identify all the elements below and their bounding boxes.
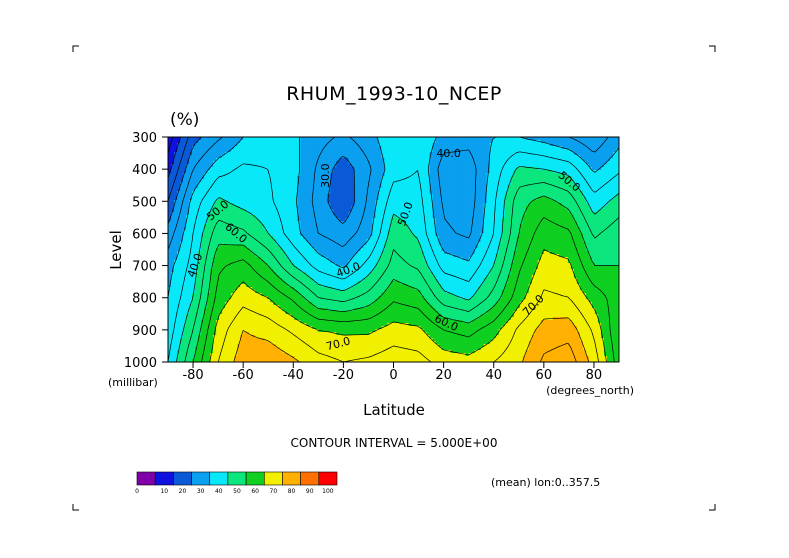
colorbar-swatch (245, 471, 265, 486)
colorbar-tick-label: 70 (270, 488, 278, 495)
x-tick-label: -80 (182, 368, 203, 383)
units-label: (%) (170, 110, 199, 130)
contour-lines (168, 137, 619, 362)
contour-field (168, 137, 619, 362)
colorbar: 0 10 20 30 40 50 60 70 80 90 100 (135, 471, 338, 495)
crop-marks (72, 45, 716, 511)
colorbar-tick-label: 20 (179, 488, 187, 495)
colorbar-swatch (191, 471, 211, 486)
x-tick-label: 40 (485, 368, 502, 383)
colorbar-tick-label: 90 (306, 488, 314, 495)
y-tick-label: 700 (132, 260, 157, 275)
x-tick-label: -60 (233, 368, 254, 383)
x-tick-label: 20 (435, 368, 452, 383)
x-tick-label: 60 (536, 368, 553, 383)
y-tick-label: 1000 (124, 356, 157, 371)
colorbar-swatch (209, 471, 229, 486)
contour-interval-note: CONTOUR INTERVAL = 5.000E+00 (291, 436, 498, 450)
y-tick-label: 500 (132, 195, 157, 210)
colorbar-swatch (136, 471, 156, 486)
colorbar-tick-label: 60 (251, 488, 259, 495)
x-tick-label: 80 (586, 368, 603, 383)
contour-label: 40.0 (436, 147, 461, 160)
colorbar-tick-label: 40 (215, 488, 223, 495)
colorbar-tick-label: 100 (322, 488, 334, 495)
colorbar-tick-label: 30 (197, 488, 205, 495)
y-tick-label: 800 (132, 292, 157, 307)
colorbar-tick-label: 10 (160, 488, 168, 495)
colorbar-swatch (227, 471, 247, 486)
y-axis-title: Level (107, 230, 125, 270)
colorbar-tick-label: 50 (233, 488, 241, 495)
x-axis-ticks: -80 -60 -40 -20 0 20 40 60 80 (182, 362, 602, 383)
contour-line-set (168, 137, 619, 362)
x-axis-units: (degrees_north) (546, 384, 634, 397)
chart-title: RHUM_1993-10_NCEP (286, 83, 502, 105)
y-tick-label: 600 (132, 227, 157, 242)
colorbar-swatch (154, 471, 174, 486)
colorbar-swatch (300, 471, 320, 486)
colorbar-swatch (173, 471, 192, 486)
y-tick-label: 900 (132, 324, 157, 339)
contour-label: 30.0 (319, 163, 332, 188)
x-tick-label: -40 (283, 368, 304, 383)
mean-note: (mean) lon:0..357.5 (491, 476, 600, 489)
x-tick-label: -20 (333, 368, 354, 383)
contour-label: 70.0 (325, 334, 352, 353)
colorbar-swatch (282, 471, 301, 486)
colorbar-swatch (318, 471, 338, 486)
y-axis-ticks: 300 400 500 600 700 800 900 1000 (124, 131, 168, 371)
y-axis-units: (millibar) (108, 376, 158, 389)
y-tick-label: 400 (132, 163, 157, 178)
colorbar-tick-label: 80 (288, 488, 296, 495)
colorbar-swatch (263, 471, 283, 486)
x-tick-label: 0 (389, 368, 397, 383)
colorbar-tick-label: 0 (135, 488, 139, 495)
x-axis-title: Latitude (363, 401, 425, 419)
y-tick-label: 300 (132, 131, 157, 146)
